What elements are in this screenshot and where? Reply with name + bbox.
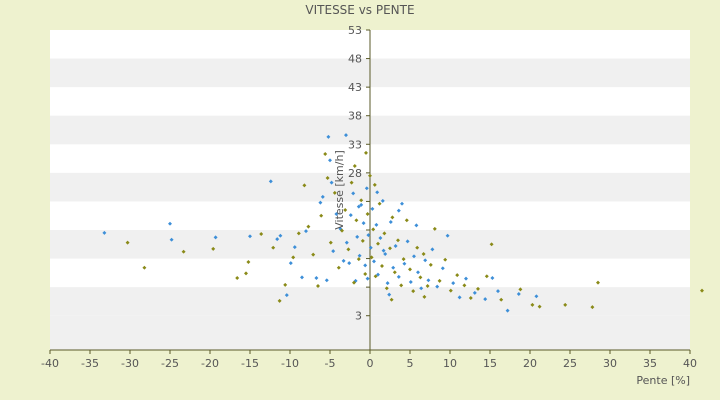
data-point bbox=[344, 133, 348, 138]
data-point bbox=[419, 286, 424, 291]
y-axis-label: Vitesse [km/h] bbox=[333, 150, 346, 230]
data-point bbox=[363, 272, 368, 276]
data-point bbox=[304, 229, 308, 234]
data-point bbox=[181, 249, 186, 254]
data-point bbox=[423, 258, 428, 263]
data-point bbox=[700, 288, 704, 293]
data-point bbox=[318, 200, 323, 205]
y-tick-label: 48 bbox=[348, 53, 362, 66]
data-point bbox=[168, 221, 172, 226]
data-point bbox=[381, 248, 386, 253]
x-tick-label: 20 bbox=[523, 357, 537, 370]
x-tick-label: -35 bbox=[81, 357, 99, 370]
x-axis-label: Pente [%] bbox=[636, 374, 690, 387]
x-tick-label: 5 bbox=[407, 357, 414, 370]
data-point bbox=[213, 235, 218, 240]
chart-title: VITESSE vs PENTE bbox=[305, 3, 414, 17]
data-point bbox=[388, 246, 392, 251]
data-point bbox=[366, 233, 371, 238]
x-tick-label: 30 bbox=[603, 357, 617, 370]
data-point bbox=[415, 245, 420, 250]
data-point bbox=[283, 282, 288, 287]
data-point bbox=[396, 238, 400, 243]
data-point bbox=[347, 261, 352, 266]
data-point bbox=[364, 186, 369, 191]
data-point bbox=[311, 252, 316, 257]
data-point bbox=[319, 213, 324, 218]
y-tick-label: 3 bbox=[355, 310, 362, 323]
data-point bbox=[244, 271, 248, 276]
data-point bbox=[329, 180, 334, 185]
x-tick-label: -15 bbox=[241, 357, 259, 370]
data-point bbox=[354, 218, 359, 223]
y-tick-label: 28 bbox=[348, 167, 362, 180]
data-point bbox=[402, 261, 407, 266]
x-tick-label: -5 bbox=[325, 357, 336, 370]
x-tick-label: 25 bbox=[563, 357, 577, 370]
x-tick-label: -40 bbox=[41, 357, 59, 370]
data-point bbox=[411, 289, 416, 294]
data-point bbox=[259, 232, 264, 236]
x-axis-ticks: -40 -35 -30 -25 -20 -15 -10 -5 0 5 10 15 20 25 30 35 40 bbox=[41, 350, 697, 370]
data-point bbox=[328, 158, 332, 163]
data-point bbox=[331, 249, 336, 254]
data-point bbox=[306, 224, 311, 229]
x-tick-label: 35 bbox=[643, 357, 657, 370]
data-point bbox=[359, 198, 364, 203]
data-point bbox=[336, 265, 341, 270]
data-point bbox=[344, 240, 349, 245]
x-tick-label: 15 bbox=[483, 357, 497, 370]
data-point bbox=[455, 273, 460, 278]
data-point bbox=[169, 237, 174, 242]
y-tick-label: 38 bbox=[348, 110, 362, 123]
data-point bbox=[349, 180, 354, 185]
data-point bbox=[323, 152, 328, 156]
y-tick-label: 33 bbox=[348, 138, 362, 151]
x-tick-label: 10 bbox=[443, 357, 457, 370]
data-point bbox=[375, 190, 380, 195]
data-point bbox=[404, 218, 409, 223]
y-tick-label: 53 bbox=[348, 24, 362, 37]
data-point bbox=[292, 245, 297, 250]
data-point bbox=[291, 255, 296, 260]
data-point bbox=[348, 213, 353, 218]
data-point bbox=[102, 230, 107, 235]
data-point bbox=[361, 221, 366, 226]
data-point bbox=[359, 202, 364, 207]
data-point bbox=[383, 252, 388, 256]
data-point bbox=[389, 297, 394, 302]
data-point bbox=[371, 227, 376, 232]
data-point bbox=[351, 191, 356, 196]
data-point bbox=[343, 208, 348, 212]
x-tick-label: -10 bbox=[281, 357, 299, 370]
data-point bbox=[355, 234, 360, 239]
data-point bbox=[125, 240, 130, 245]
data-point bbox=[271, 245, 276, 250]
data-point bbox=[246, 260, 251, 264]
x-tick-label: -30 bbox=[121, 357, 139, 370]
data-point bbox=[142, 265, 147, 270]
data-point bbox=[451, 281, 456, 286]
data-point bbox=[340, 228, 344, 233]
data-point bbox=[363, 263, 368, 268]
data-point bbox=[356, 204, 361, 209]
data-point bbox=[399, 283, 404, 288]
data-point bbox=[435, 284, 440, 289]
x-tick-label: -20 bbox=[201, 357, 219, 370]
data-point bbox=[328, 240, 333, 245]
x-tick-label: 40 bbox=[683, 357, 697, 370]
data-point bbox=[396, 208, 401, 213]
data-point bbox=[489, 242, 494, 247]
x-tick-label: 0 bbox=[367, 357, 374, 370]
data-point bbox=[248, 234, 252, 239]
data-point bbox=[235, 276, 240, 280]
y-tick-label: 43 bbox=[348, 81, 362, 94]
x-tick-label: -25 bbox=[161, 357, 179, 370]
data-point bbox=[275, 237, 280, 242]
data-point bbox=[483, 297, 488, 302]
y-axis-ticks: 3 28 33 38 43 48 53 bbox=[348, 24, 370, 323]
data-point bbox=[211, 246, 216, 251]
data-point bbox=[387, 292, 392, 297]
